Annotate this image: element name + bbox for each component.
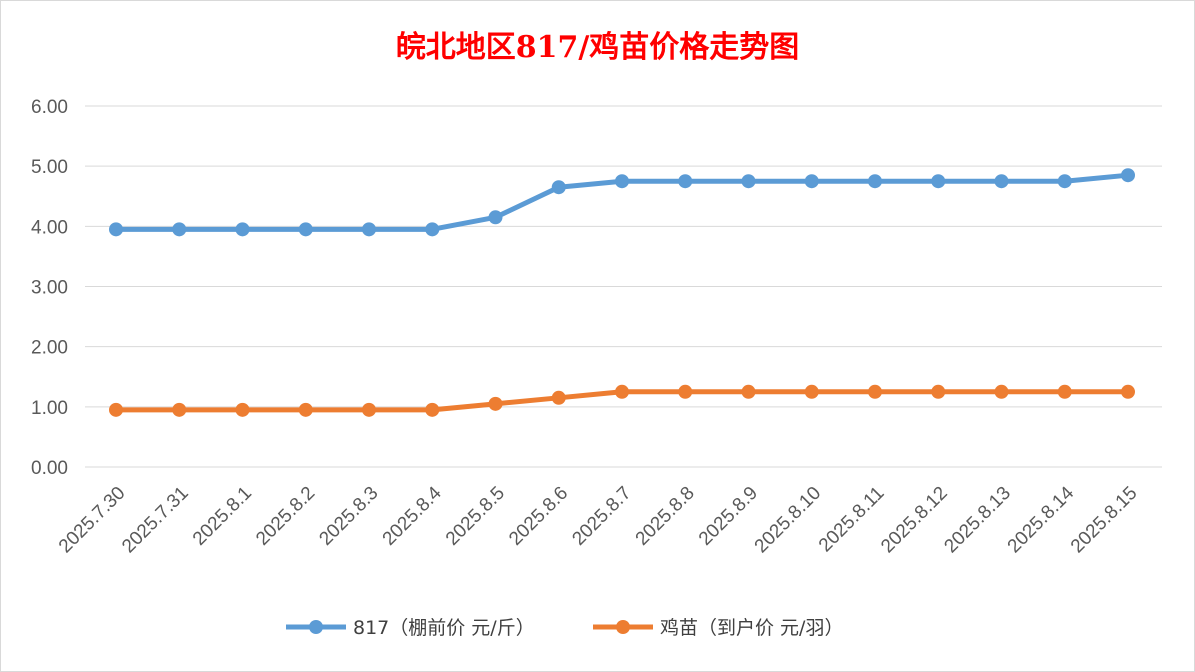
data-point <box>678 384 693 399</box>
data-point <box>804 384 819 399</box>
legend-point-marker <box>309 620 323 634</box>
data-point <box>615 174 629 189</box>
x-tick-label: 2025.8.9 <box>695 483 762 550</box>
data-point <box>1121 168 1135 183</box>
x-tick-label: 2025.8.14 <box>1004 482 1079 557</box>
x-tick-label: 2025.8.5 <box>442 483 509 550</box>
data-point <box>741 174 756 189</box>
x-tick-label: 2025.8.4 <box>379 482 446 549</box>
y-axis-ticks: 0.00 1.00 2.00 3.00 4.00 5.00 6.00 <box>31 97 68 479</box>
data-point <box>488 210 503 225</box>
data-point <box>931 384 946 399</box>
legend-item: 817（棚前价 元/斤） <box>286 617 535 639</box>
data-point <box>235 402 250 417</box>
data-point <box>425 402 440 417</box>
data-point <box>931 174 946 189</box>
x-tick-label: 2025.8.12 <box>877 483 952 558</box>
x-tick-label: 2025.8.1 <box>189 483 256 550</box>
y-tick-label: 1.00 <box>31 398 68 419</box>
data-point <box>868 384 882 399</box>
data-point <box>741 384 756 399</box>
y-tick-label: 0.00 <box>31 458 68 479</box>
chart-title: 皖北地区817/鸡苗价格走势图 <box>395 30 800 65</box>
x-tick-label: 2025.8.6 <box>505 483 572 550</box>
legend-label: 817（棚前价 元/斤） <box>353 617 535 639</box>
data-point <box>615 384 629 399</box>
x-tick-label: 2025.8.7 <box>568 483 635 550</box>
data-point <box>362 222 376 237</box>
y-tick-label: 4.00 <box>31 217 68 238</box>
gridlines <box>85 105 1162 468</box>
y-tick-label: 2.00 <box>31 338 68 359</box>
data-point <box>109 402 123 417</box>
x-tick-label: 2025.8.10 <box>751 483 826 558</box>
y-tick-label: 3.00 <box>31 278 68 299</box>
data-point <box>1121 384 1135 399</box>
data-point <box>994 174 1009 189</box>
data-point <box>235 222 250 237</box>
series-2 <box>109 384 1135 417</box>
data-point <box>109 222 123 237</box>
x-tick-label: 2025.7.30 <box>55 483 130 558</box>
data-point <box>1057 174 1072 189</box>
legend-point-marker <box>616 620 630 634</box>
data-point <box>362 402 376 417</box>
legend-label: 鸡苗（到户价 元/羽） <box>660 617 843 639</box>
x-tick-label: 2025.8.13 <box>940 483 1015 558</box>
data-point <box>488 396 503 411</box>
data-point <box>298 222 313 237</box>
x-tick-label: 2025.8.8 <box>632 483 699 550</box>
x-tick-label: 2025.8.3 <box>315 483 382 550</box>
data-point <box>678 174 693 189</box>
legend-item: 鸡苗（到户价 元/羽） <box>593 617 843 639</box>
data-point <box>994 384 1009 399</box>
x-tick-label: 2025.8.2 <box>252 483 319 550</box>
data-point <box>172 222 187 237</box>
data-point <box>1057 384 1072 399</box>
data-point <box>868 174 882 189</box>
data-point <box>425 222 440 237</box>
y-tick-label: 5.00 <box>31 157 68 178</box>
series-1 <box>109 168 1135 237</box>
data-point <box>804 174 819 189</box>
data-point <box>551 180 566 195</box>
data-point <box>172 402 187 417</box>
data-point <box>298 402 313 417</box>
series-lines <box>109 168 1135 417</box>
x-tick-label: 2025.7.31 <box>118 483 193 558</box>
legend: 817（棚前价 元/斤） 鸡苗（到户价 元/羽） <box>286 617 843 639</box>
x-axis-ticks: 2025.7.302025.7.312025.8.12025.8.22025.8… <box>55 482 1142 557</box>
y-tick-label: 6.00 <box>31 97 68 118</box>
x-tick-label: 2025.8.11 <box>815 483 889 557</box>
x-tick-label: 2025.8.15 <box>1067 483 1142 558</box>
data-point <box>551 390 566 405</box>
